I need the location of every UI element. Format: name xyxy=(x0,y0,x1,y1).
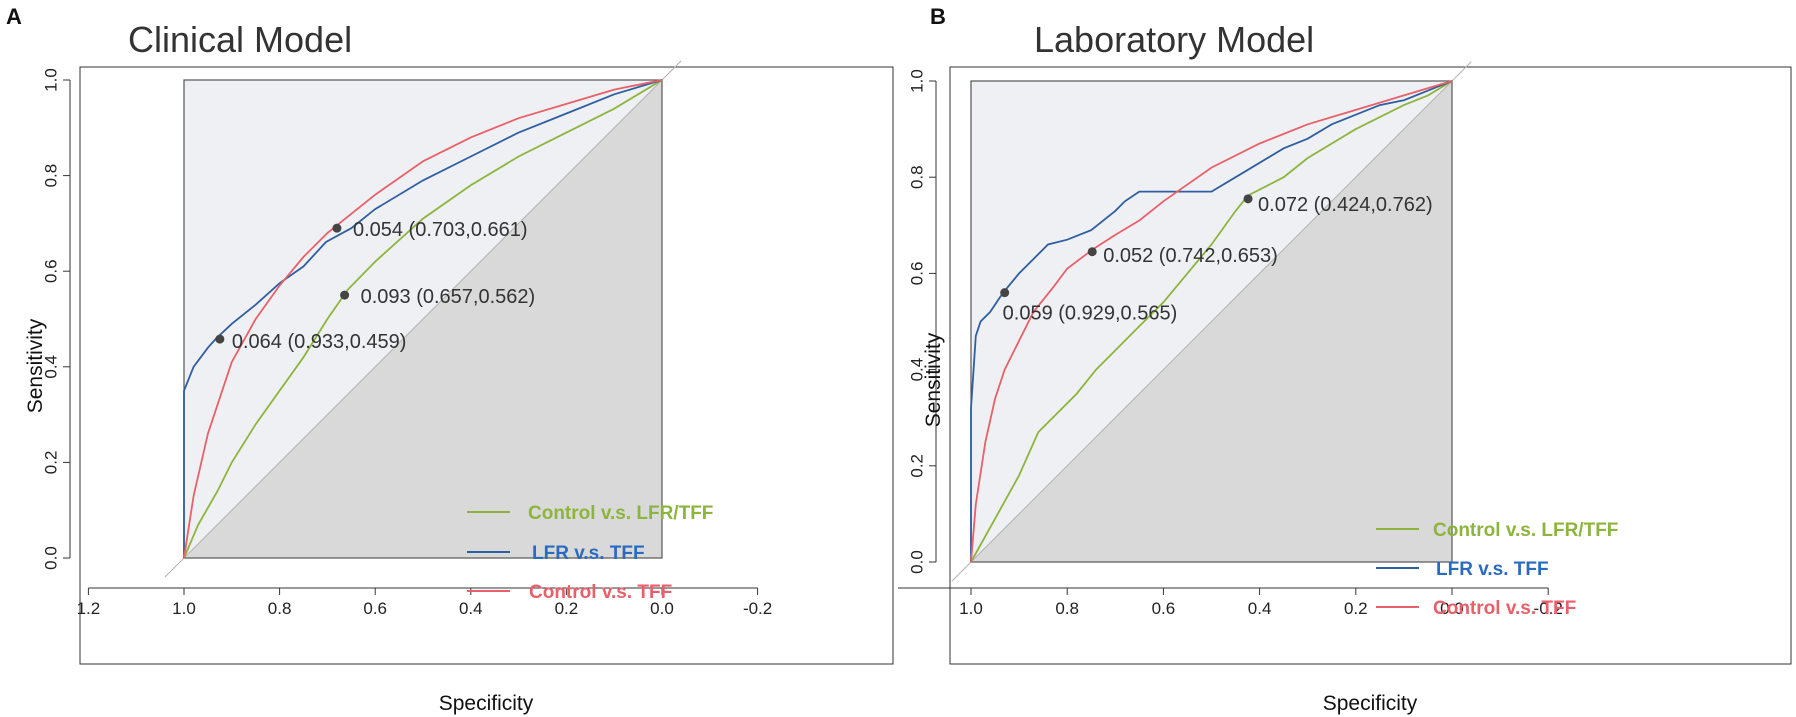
x-axis-b: 1.21.00.80.60.40.20.0-0.2 xyxy=(898,587,1563,618)
y-tick-label-a-2: 0.4 xyxy=(41,355,60,379)
y-tick-label-b-2: 0.4 xyxy=(907,358,926,382)
cutoff-label-b-0: 0.072 (0.424,0.762) xyxy=(1258,194,1433,216)
y-axis-label-b: Sensitivity xyxy=(922,332,945,427)
roc-curve-b-0 xyxy=(970,80,1453,563)
x-tick-label-b-2: 0.8 xyxy=(1055,599,1079,618)
cutoff-point-a-0 xyxy=(332,223,342,233)
cutoff-point-b-0 xyxy=(1243,194,1253,204)
legend-label-a-1: LFR v.s. TFF xyxy=(532,543,645,564)
cutoff-point-b-2 xyxy=(1000,288,1010,298)
cutoff-point-b-1 xyxy=(1087,247,1097,257)
chart-title-b: Laboratory Model xyxy=(1034,19,1314,60)
chart-a-svg: A Clinical Model 0.054 (0.703,0.661) 0.09… xyxy=(6,4,894,715)
panel-b-laboratory-model: B Laboratory Model 0.072 (0.424,0.762) 0.… xyxy=(898,0,1796,717)
x-tick-label-a-2: 0.8 xyxy=(268,599,292,618)
x-tick-label-a-6: 0.0 xyxy=(650,599,674,618)
y-tick-label-a-0: 0.0 xyxy=(41,546,60,570)
y-axis-label-a: Sensitivity xyxy=(24,318,47,413)
x-tick-label-a-3: 0.6 xyxy=(363,599,387,618)
plot-area-b: 0.072 (0.424,0.762) 0.052 (0.742,0.653) 0.… xyxy=(951,61,1472,582)
x-tick-label-a-7: -0.2 xyxy=(743,599,772,618)
cutoff-label-a-0: 0.054 (0.703,0.661) xyxy=(353,219,528,241)
x-tick-label-b-5: 0.2 xyxy=(1344,599,1368,618)
roc-curve-a-1 xyxy=(183,79,663,558)
x-tick-label-a-4: 0.4 xyxy=(459,599,483,618)
legend-label-b-1: LFR v.s. TFF xyxy=(1436,559,1549,580)
cutoff-point-a-1 xyxy=(340,290,350,300)
legend-a: Control v.s. LFR/TFF LFR v.s. TFF Contro… xyxy=(467,503,713,603)
x-axis-label-a: Specificity xyxy=(439,692,534,715)
y-tick-label-b-5: 1.0 xyxy=(907,69,926,93)
x-tick-label-b-1: 1.0 xyxy=(959,599,983,618)
plot-frame-a xyxy=(79,66,894,665)
y-axis-b: 0.0 0.2 0.4 0.6 0.8 1.0 xyxy=(907,69,937,574)
plot-frame-b xyxy=(949,66,1792,665)
plot-area-a: 0.054 (0.703,0.661) 0.093 (0.657,0.562) 0.… xyxy=(164,60,682,578)
x-tick-label-a-0: 1.2 xyxy=(77,599,101,618)
x-tick-label-b-7: -0.2 xyxy=(1534,599,1563,618)
y-tick-label-b-3: 0.6 xyxy=(907,262,926,286)
y-tick-label-b-1: 0.2 xyxy=(907,454,926,478)
cutoff-point-a-2 xyxy=(215,334,225,344)
roc-curve-a-2 xyxy=(183,79,663,559)
legend-label-a-0: Control v.s. LFR/TFF xyxy=(528,503,713,524)
y-tick-label-a-4: 0.8 xyxy=(41,164,60,188)
panel-a-clinical-model: A Clinical Model 0.054 (0.703,0.661) 0.09… xyxy=(6,4,894,715)
legend-label-b-2: Control v.s. TFF xyxy=(1433,598,1576,619)
cutoff-label-a-1: 0.093 (0.657,0.562) xyxy=(361,286,536,308)
y-tick-label-a-3: 0.6 xyxy=(41,259,60,283)
roc-curve-b-1 xyxy=(970,80,1453,562)
plot-square-border-a xyxy=(183,79,663,559)
y-tick-label-b-0: 0.0 xyxy=(907,550,926,574)
chart-b-svg: B Laboratory Model 0.072 (0.424,0.762)0.… xyxy=(898,4,1792,715)
legend-label-b-0: Control v.s. LFR/TFF xyxy=(1433,520,1618,541)
cutoff-label-b-1: 0.052 (0.742,0.653) xyxy=(1103,245,1278,267)
cutoff-label-a-2: 0.064 (0.933,0.459) xyxy=(232,331,407,353)
y-axis-a: 0.0 0.2 0.4 0.6 0.8 1.0 xyxy=(41,68,71,570)
x-axis-a: 1.2 1.0 0.8 0.6 0.4 0.2 0.0 -0.2 xyxy=(77,587,772,618)
x-axis-label-b: Specificity xyxy=(1323,692,1418,715)
y-tick-label-b-4: 0.8 xyxy=(907,165,926,189)
x-tick-label-b-4: 0.4 xyxy=(1248,599,1272,618)
diagonal-reference-line-b xyxy=(951,61,1472,582)
x-tick-label-a-1: 1.0 xyxy=(172,599,196,618)
chart-title-a: Clinical Model xyxy=(128,19,352,60)
x-tick-label-b-6: 0.0 xyxy=(1440,599,1464,618)
diagonal-reference-line-a xyxy=(164,60,682,578)
plot-square-border-b xyxy=(970,80,1453,563)
cutoff-label-b-2: 0.059 (0.929,0.565) xyxy=(1003,303,1178,325)
roc-curve-a-0 xyxy=(183,79,663,559)
panel-letter-a: A xyxy=(6,4,22,29)
legend-b: Control v.s. LFR/TFF LFR v.s. TFF Contro… xyxy=(1376,520,1618,619)
y-tick-label-a-1: 0.2 xyxy=(41,451,60,475)
x-tick-label-a-5: 0.2 xyxy=(555,599,579,618)
x-tick-label-b-3: 0.6 xyxy=(1152,599,1176,618)
panel-letter-b: B xyxy=(930,4,946,29)
y-tick-label-a-5: 1.0 xyxy=(41,68,60,92)
legend-label-a-2: Control v.s. TFF xyxy=(529,582,672,603)
